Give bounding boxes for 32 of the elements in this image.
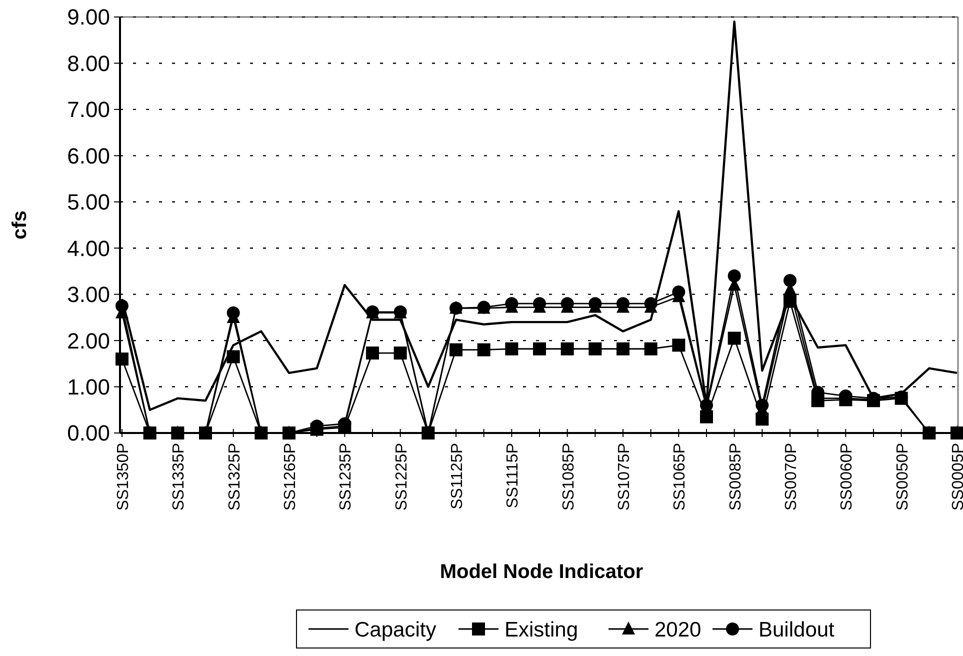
y-tick-label: 9.00 xyxy=(67,4,110,30)
x-tick-label: SS1075P xyxy=(616,443,633,511)
x-tick-label: SS0060P xyxy=(838,443,856,511)
x-tick-label: SS0070P xyxy=(783,443,800,511)
x-tick-label: SS1225P xyxy=(393,443,410,511)
y-tick-label: 5.00 xyxy=(67,190,110,215)
x-tick-label: SS1265P xyxy=(282,443,299,511)
y-axis-title: cfs xyxy=(9,210,31,240)
x-tick-label: SS1350P xyxy=(115,443,132,511)
y-tick-label: 3.00 xyxy=(67,282,110,308)
x-axis-title: Model Node Indicator xyxy=(440,561,644,583)
y-tick-label: 0.00 xyxy=(67,420,110,446)
x-tick-label: SS1235P xyxy=(338,443,355,511)
x-tick-label: SS1085P xyxy=(560,443,578,511)
legend-label: Existing xyxy=(504,618,578,642)
y-tick-label: 1.00 xyxy=(67,374,110,400)
legend-label: Buildout xyxy=(758,618,835,642)
y-tick-label: 8.00 xyxy=(67,50,110,76)
y-tick-label: 2.00 xyxy=(67,328,110,354)
x-tick-label: SS1125P xyxy=(449,443,466,510)
x-tick-label: SS1065P xyxy=(672,443,689,511)
x-tick-label: SS1115P xyxy=(504,443,522,508)
x-tick-label: SS0050P xyxy=(894,443,912,511)
y-tick-label: 4.00 xyxy=(67,236,110,261)
y-tick-label: 6.00 xyxy=(67,143,110,168)
legend-label: 2020 xyxy=(654,618,702,642)
y-tick-label: 7.00 xyxy=(67,97,110,122)
x-tick-label: SS1335P xyxy=(170,443,188,511)
legend-label: Capacity xyxy=(354,618,437,642)
x-tick-label: SS1325P xyxy=(226,443,244,511)
x-tick-label: SS0005P xyxy=(950,443,963,511)
x-tick-label: SS0085P xyxy=(727,443,744,511)
